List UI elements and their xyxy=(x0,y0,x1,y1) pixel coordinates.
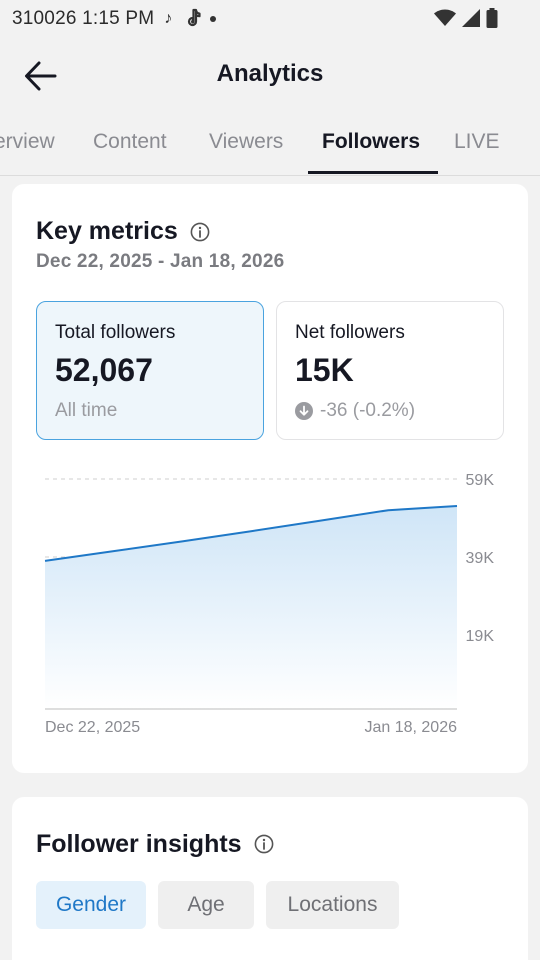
metric-value: 52,067 xyxy=(55,352,153,388)
tiktok-note-icon: ♪ xyxy=(164,10,173,27)
pill-age[interactable]: Age xyxy=(158,881,254,929)
info-icon[interactable] xyxy=(190,222,210,242)
tab-content[interactable]: Content xyxy=(93,130,167,153)
follower-insights-title: Follower insights xyxy=(36,830,242,858)
back-arrow-icon[interactable] xyxy=(22,58,62,94)
metric-sub: All time xyxy=(55,400,117,422)
net-followers-card[interactable]: Net followers 15K -36 (-0.2%) xyxy=(276,301,504,440)
pill-locations[interactable]: Locations xyxy=(266,881,399,929)
followers-area-chart: 59K 39K 19K Dec 22, 2025 Jan 18, 2026 xyxy=(44,472,495,736)
status-bar-left: 310026 1:15 PM ♪ xyxy=(12,7,217,31)
metric-sub-text: -36 (-0.2%) xyxy=(320,400,416,421)
y-tick-label: 39K xyxy=(466,550,495,567)
key-metrics-card: Key metrics Dec 22, 2025 - Jan 18, 2026 … xyxy=(12,184,528,773)
status-bar: 310026 1:15 PM ♪ xyxy=(0,0,540,38)
y-tick-label: 19K xyxy=(466,628,495,645)
analytics-tabs: erview Content Viewers Followers LIVE xyxy=(0,118,540,176)
info-icon[interactable] xyxy=(254,834,274,854)
key-metrics-title: Key metrics xyxy=(36,217,178,245)
metric-label: Net followers xyxy=(295,322,405,343)
chart-area xyxy=(45,506,457,709)
notification-dot xyxy=(210,16,217,22)
metric-sub-text: All time xyxy=(55,400,118,421)
date-range: Dec 22, 2025 - Jan 18, 2026 xyxy=(36,251,285,272)
y-tick-label: 59K xyxy=(466,472,495,489)
metric-sub: -36 (-0.2%) xyxy=(295,400,415,422)
pill-gender[interactable]: Gender xyxy=(36,881,146,929)
x-tick-label: Dec 22, 2025 xyxy=(45,719,140,736)
status-text: 310026 1:15 PM xyxy=(12,8,155,29)
page-title: Analytics xyxy=(216,60,324,87)
app-header: Analytics xyxy=(0,40,540,112)
chart-line xyxy=(44,505,458,562)
x-tick-label: Jan 18, 2026 xyxy=(364,719,457,736)
signal-icon xyxy=(462,9,480,27)
arrow-down-circle-icon xyxy=(295,402,313,420)
tiktok-logo-icon xyxy=(188,8,202,27)
tab-followers[interactable]: Followers xyxy=(322,130,421,153)
tab-viewers[interactable]: Viewers xyxy=(209,130,284,153)
tab-overview[interactable]: erview xyxy=(0,130,55,153)
battery-icon xyxy=(486,8,498,28)
follower-insights-card: Follower insights Gender Age Locations xyxy=(12,797,528,960)
metric-label: Total followers xyxy=(55,322,176,343)
wifi-icon xyxy=(434,9,456,26)
status-bar-right xyxy=(434,8,498,28)
active-tab-indicator xyxy=(308,171,438,174)
total-followers-card[interactable]: Total followers 52,067 All time xyxy=(36,301,264,440)
tab-live[interactable]: LIVE xyxy=(454,130,500,153)
metric-value: 15K xyxy=(295,352,354,388)
